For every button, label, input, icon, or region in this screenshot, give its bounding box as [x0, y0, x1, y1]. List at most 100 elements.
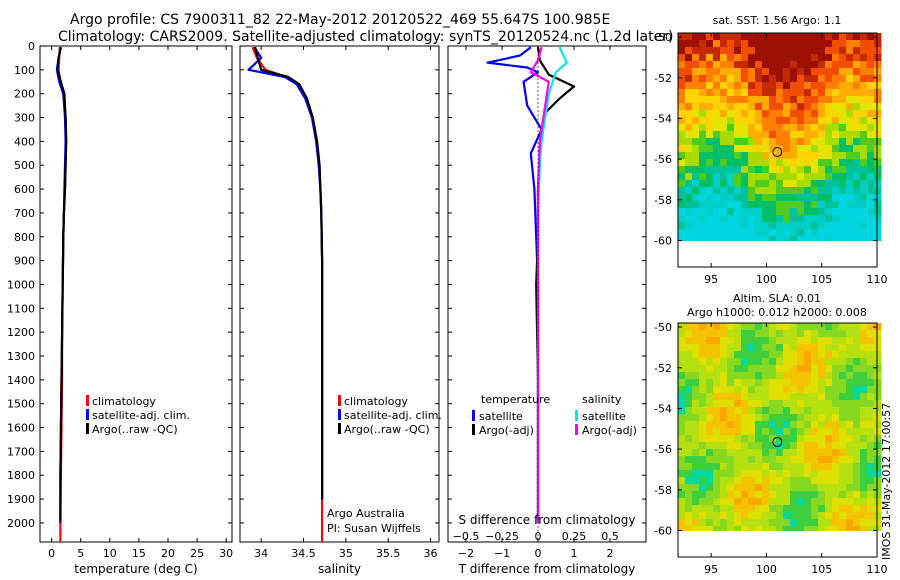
map-cell	[755, 194, 763, 202]
map-cell	[741, 124, 749, 132]
map-cell	[811, 40, 819, 48]
map-cell	[727, 89, 735, 97]
map-cell	[839, 187, 847, 195]
map-cell	[755, 222, 763, 230]
map-cell	[678, 386, 686, 394]
map-cell	[741, 131, 749, 139]
map-cell	[867, 463, 875, 471]
map-cell	[762, 393, 770, 401]
map-cell	[755, 484, 763, 492]
map-cell	[734, 491, 742, 499]
map-cell	[811, 166, 819, 174]
map-cell	[699, 456, 707, 464]
map-cell	[783, 323, 791, 331]
map-cell	[748, 358, 756, 366]
map-cell	[678, 68, 686, 76]
map-cell	[762, 201, 770, 209]
map-cell	[762, 484, 770, 492]
map-cell	[692, 456, 700, 464]
map-cell	[867, 351, 875, 359]
map-cell	[755, 187, 763, 195]
legend-label: climatology	[92, 395, 156, 408]
map-cell	[804, 194, 812, 202]
map-cell	[825, 484, 833, 492]
map-cell	[867, 386, 875, 394]
y-tick-label: -60	[654, 525, 672, 538]
map-cell	[811, 187, 819, 195]
map-cell	[839, 110, 847, 118]
panel-temperature: 0100200300400500600700800900100011001200…	[7, 40, 233, 576]
y-tick-label: 1700	[7, 445, 35, 458]
map-cell	[846, 428, 854, 436]
map-cell	[790, 89, 798, 97]
map-cell	[706, 323, 714, 331]
legend-swatch	[575, 410, 578, 421]
map-cell	[713, 323, 721, 331]
map-cell	[755, 33, 763, 41]
map-cell	[699, 40, 707, 48]
map-cell	[846, 208, 854, 216]
map-cell	[741, 187, 749, 195]
map-cell	[678, 215, 686, 223]
map-cell	[818, 379, 826, 387]
map-cell	[790, 330, 798, 338]
map-cell	[685, 173, 693, 181]
map-cell	[762, 166, 770, 174]
map-cell	[678, 421, 686, 429]
map-cell	[727, 337, 735, 345]
map-cell	[720, 435, 728, 443]
map-cell	[748, 82, 756, 90]
map-cell	[699, 194, 707, 202]
map-cell	[853, 110, 861, 118]
map-cell	[818, 103, 826, 111]
map-cell	[769, 61, 777, 69]
map-cell	[811, 68, 819, 76]
map-cell	[741, 344, 749, 352]
map-cell	[706, 138, 714, 146]
map-cell	[832, 124, 840, 132]
map-cell	[797, 145, 805, 153]
map-cell	[839, 519, 847, 527]
map-cell	[874, 215, 882, 223]
map-cell	[734, 393, 742, 401]
map-cell	[874, 194, 882, 202]
map-cell	[706, 208, 714, 216]
map-cell	[706, 484, 714, 492]
map-cell	[790, 351, 798, 359]
map-cell	[846, 351, 854, 359]
map-cell	[874, 138, 882, 146]
x-tick-label: 5	[77, 547, 84, 560]
map-cell	[867, 47, 875, 55]
map-cell	[860, 222, 868, 230]
map-cell	[685, 456, 693, 464]
map-cell	[783, 365, 791, 373]
map-cell	[776, 337, 784, 345]
map-cell	[825, 393, 833, 401]
map-cell	[762, 400, 770, 408]
map-cell	[699, 505, 707, 513]
map-cell	[818, 117, 826, 125]
map-cell	[825, 428, 833, 436]
map-cell	[713, 477, 721, 485]
map-cell	[818, 484, 826, 492]
x-tick-label: 95	[704, 273, 718, 286]
map-cell	[874, 344, 882, 352]
map-cell	[846, 152, 854, 160]
map-cell	[839, 61, 847, 69]
map-cell	[832, 414, 840, 422]
map-cell	[692, 222, 700, 230]
map-cell	[783, 173, 791, 181]
map-cell	[727, 456, 735, 464]
map-cell	[860, 512, 868, 520]
map-cell	[839, 215, 847, 223]
x-tick-label: 20	[161, 547, 175, 560]
map-cell	[720, 421, 728, 429]
map-cell	[846, 145, 854, 153]
map-cell	[776, 323, 784, 331]
map-cell	[874, 117, 882, 125]
map-cell	[699, 110, 707, 118]
y-tick-label: 1900	[7, 493, 35, 506]
map-cell	[769, 96, 777, 104]
map-cell	[734, 187, 742, 195]
map-cell	[727, 124, 735, 132]
